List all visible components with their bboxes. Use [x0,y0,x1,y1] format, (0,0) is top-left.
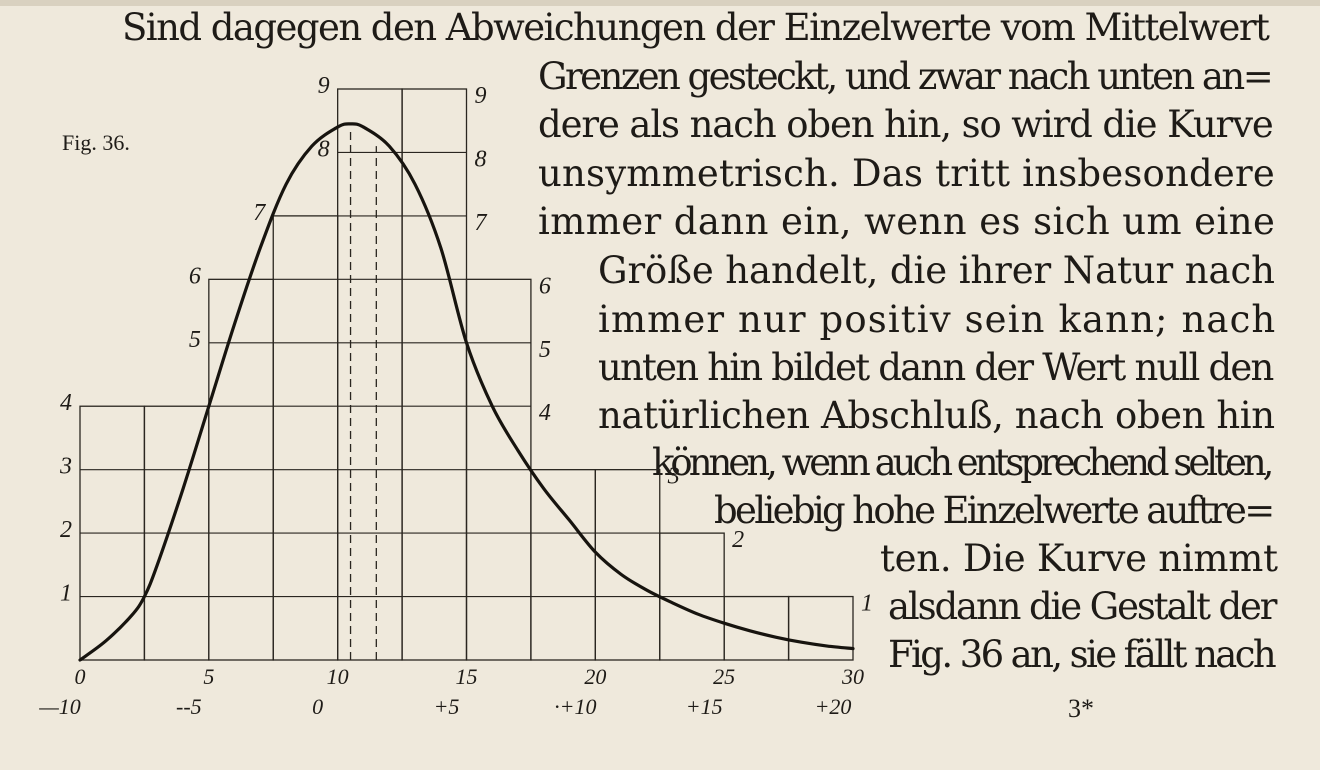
page-top-edge [0,0,1320,6]
distribution-curve [78,122,855,662]
histogram-bar [723,595,790,661]
text-line: Fig. 36 an, sie fällt nach [888,633,1277,676]
histogram-bar [530,469,596,661]
y-label-left: 5 [189,327,201,353]
x-tick-label: 15 [456,664,478,689]
x-tick-label: 25 [713,664,735,689]
x-deviation-label: +15 [686,694,723,719]
y-label-right: 1 [861,591,873,617]
text-line: können, wenn auch entsprechend selten, [652,441,1274,484]
y-label-left: 8 [318,136,330,162]
histogram-bar [272,215,339,661]
x-tick-label: 0 [75,664,86,689]
text-line: immer nur positiv sein kann; nach [598,298,1277,341]
y-label-left: 4 [60,390,72,416]
y-label-right: 4 [539,400,551,426]
x-deviation-label: +20 [815,694,852,719]
figure-label: Fig. 36. [62,130,130,155]
x-tick-label: 10 [327,664,349,689]
y-label-left: 2 [60,517,72,543]
histogram-bar [337,88,403,661]
page-number: 3* [1068,694,1094,723]
x-deviation-label: —10 [38,694,81,719]
histogram-bar [787,595,854,661]
text-line: immer dann ein, wenn es sich um eine [538,200,1276,243]
y-label-right: 2 [732,527,744,553]
y-label-right: 5 [539,337,551,363]
text-line: Sind dagegen den Abweichungen der Einzel… [122,6,1270,49]
text-line: Größe handelt, die ihrer Natur nach [598,249,1275,292]
y-label-right: 9 [475,83,487,109]
y-label-left: 7 [253,200,266,226]
text-line: unsymmetrisch. Das tritt insbesondere [538,152,1275,195]
text-line: beliebig hohe Einzelwerte auftre= [714,489,1275,532]
text-line: ten. Die Kurve nimmt [880,537,1278,580]
y-label-right: 6 [539,273,551,299]
text-line: Grenzen gesteckt, und zwar nach unten an… [538,55,1274,98]
text-line: alsdann die Gestalt der [888,585,1277,628]
y-label-right: 8 [475,146,487,172]
text-line: unten hin bildet dann der Wert null den [598,346,1274,389]
y-label-left: 1 [60,581,72,607]
histogram-bar [594,469,661,661]
x-deviation-label: +5 [434,694,460,719]
histogram-bar [401,88,468,661]
x-tick-label: 5 [203,664,214,689]
x-tick-label: 20 [584,664,606,689]
x-tick-label: 30 [841,664,864,689]
x-deviation-label: 0 [312,694,323,719]
text-line: natürlichen Abschluß, nach oben hin [598,394,1275,437]
y-label-right: 3 [667,464,680,490]
y-label-left: 3 [59,454,72,480]
x-deviation-label: --5 [176,694,202,719]
text-line: dere als nach oben hin, so wird die Kurv… [538,103,1274,146]
y-label-left: 9 [318,73,330,99]
y-label-left: 6 [189,263,201,289]
x-deviation-label: ·+10 [554,694,596,719]
y-label-right: 7 [475,210,488,236]
